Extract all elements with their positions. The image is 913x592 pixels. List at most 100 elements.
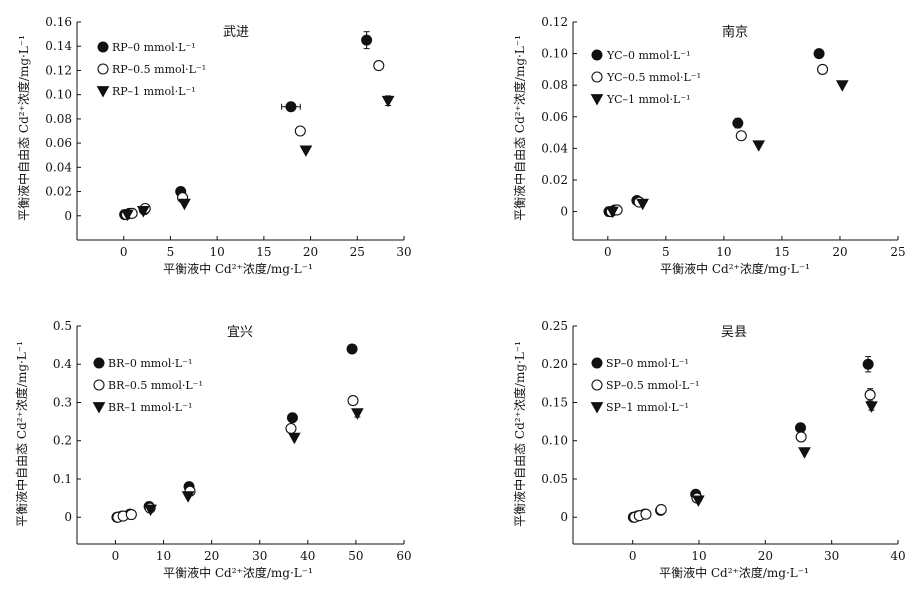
data-point-series-2 bbox=[299, 145, 313, 157]
x-axis-title: 平衡液中 Cd²⁺浓度/mg·L⁻¹ bbox=[659, 565, 809, 580]
y-tick-label: 0.10 bbox=[541, 434, 568, 448]
y-tick-label: 0.14 bbox=[45, 39, 72, 53]
x-tick-label: 0 bbox=[112, 549, 120, 563]
y-tick-label: 0.02 bbox=[541, 173, 568, 187]
data-point-series-2 bbox=[144, 504, 157, 517]
panel-title: 吴县 bbox=[721, 325, 747, 340]
legend-marker-2 bbox=[92, 402, 106, 414]
data-point-series-2 bbox=[288, 432, 301, 445]
data-point-series-0 bbox=[732, 117, 744, 129]
data-point-series-2 bbox=[121, 209, 134, 222]
legend-marker-0 bbox=[591, 357, 603, 369]
y-tick-label: 0.16 bbox=[45, 15, 72, 29]
y-tick-label: 0.1 bbox=[53, 472, 72, 486]
data-point-series-0 bbox=[813, 48, 825, 60]
x-tick-label: 10 bbox=[210, 245, 225, 259]
data-point-series-2 bbox=[351, 408, 364, 420]
y-tick-label: 0 bbox=[64, 209, 72, 223]
y-tick-label: 0.15 bbox=[541, 395, 568, 409]
data-point-series-2 bbox=[381, 95, 395, 108]
legend-marker-0 bbox=[591, 49, 603, 61]
x-tick-label: 15 bbox=[774, 245, 789, 259]
legend-label-1: YC–0.5 mmol·L⁻¹ bbox=[606, 71, 701, 84]
y-tick-label: 0.08 bbox=[541, 78, 568, 92]
y-tick-label: 0 bbox=[560, 205, 568, 219]
x-tick-label: 25 bbox=[350, 245, 365, 259]
x-tick-label: 15 bbox=[256, 245, 271, 259]
y-tick-label: 0.04 bbox=[45, 160, 72, 174]
data-point-series-2 bbox=[178, 198, 191, 211]
data-point-series-1 bbox=[285, 422, 297, 435]
panel-title: 南京 bbox=[722, 24, 748, 40]
legend-marker-1 bbox=[97, 63, 109, 75]
data-point-series-1 bbox=[294, 125, 306, 137]
y-tick-label: 0 bbox=[64, 510, 72, 524]
y-axis-title: 平衡液中自由态 Cd²⁺浓度/mg·L⁻¹ bbox=[14, 341, 29, 527]
data-point-series-0 bbox=[361, 34, 373, 46]
y-axis-title: 平衡液中自由态 Cd²⁺浓度/mg·L⁻¹ bbox=[512, 341, 527, 527]
x-tick-label: 5 bbox=[662, 245, 670, 259]
y-axis-title: 平衡液中自由态 Cd²⁺浓度/mg·L⁻¹ bbox=[512, 35, 527, 221]
x-tick-label: 20 bbox=[832, 245, 847, 259]
y-tick-label: 0.02 bbox=[45, 185, 72, 199]
data-point-series-1 bbox=[864, 389, 876, 401]
legend-marker-1 bbox=[591, 71, 603, 83]
data-point-series-2 bbox=[752, 140, 766, 152]
x-tick-label: 20 bbox=[758, 549, 773, 563]
data-point-series-1 bbox=[640, 508, 652, 520]
legend-label-2: BR–1 mmol·L⁻¹ bbox=[108, 401, 192, 414]
panel-title: 宜兴 bbox=[227, 325, 253, 340]
legend-marker-0 bbox=[93, 357, 105, 369]
x-tick-label: 25 bbox=[890, 245, 905, 259]
y-tick-label: 0.04 bbox=[541, 141, 568, 155]
x-tick-label: 5 bbox=[167, 245, 175, 259]
legend-marker-2 bbox=[590, 94, 604, 106]
y-tick-label: 0.06 bbox=[45, 136, 72, 150]
x-axis-title: 平衡液中 Cd²⁺浓度/mg·L⁻¹ bbox=[660, 261, 810, 276]
x-tick-label: 30 bbox=[396, 245, 411, 259]
data-point-series-0 bbox=[795, 422, 806, 434]
chart-panel-nanjing: 南京 平衡液中 Cd²⁺浓度/mg·L⁻¹ 平衡液中自由态 Cd²⁺浓度/mg·… bbox=[512, 15, 906, 276]
chart-panel-wuxian: 吴县 平衡液中 Cd²⁺浓度/mg·L⁻¹ 平衡液中自由态 Cd²⁺浓度/mg·… bbox=[512, 319, 906, 580]
legend-marker-1 bbox=[591, 379, 603, 391]
x-tick-label: 10 bbox=[716, 245, 731, 259]
x-tick-label: 30 bbox=[252, 549, 267, 563]
data-point-series-2 bbox=[692, 495, 705, 507]
y-tick-label: 0.25 bbox=[541, 319, 568, 333]
x-tick-label: 0 bbox=[120, 245, 128, 259]
x-tick-label: 20 bbox=[204, 549, 219, 563]
x-tick-label: 40 bbox=[890, 549, 905, 563]
data-point-series-1 bbox=[795, 431, 807, 443]
legend-marker-2 bbox=[590, 402, 604, 414]
data-point-series-0 bbox=[286, 412, 298, 424]
y-tick-label: 0.5 bbox=[53, 319, 72, 333]
y-tick-label: 0.12 bbox=[45, 63, 72, 77]
legend-label-0: SP–0 mmol·L⁻¹ bbox=[606, 357, 689, 370]
x-axis-title: 平衡液中 Cd²⁺浓度/mg·L⁻¹ bbox=[163, 261, 313, 276]
x-tick-label: 0 bbox=[604, 245, 612, 259]
data-point-series-1 bbox=[373, 60, 385, 72]
x-tick-label: 40 bbox=[300, 549, 315, 563]
y-tick-label: 0.05 bbox=[541, 472, 568, 486]
y-tick-label: 0.2 bbox=[53, 434, 72, 448]
legend-label-2: SP–1 mmol·L⁻¹ bbox=[606, 401, 689, 414]
legend-label-0: YC–0 mmol·L⁻¹ bbox=[606, 49, 691, 62]
data-point-series-2 bbox=[636, 198, 649, 211]
legend-label-1: BR–0.5 mmol·L⁻¹ bbox=[108, 379, 203, 392]
y-tick-label: 0.3 bbox=[53, 395, 72, 409]
data-point-series-2 bbox=[798, 447, 811, 459]
data-point-series-1 bbox=[817, 63, 829, 75]
data-point-series-2 bbox=[136, 206, 150, 218]
legend-label-1: RP–0.5 mmol·L⁻¹ bbox=[112, 63, 206, 76]
x-axis-title: 平衡液中 Cd²⁺浓度/mg·L⁻¹ bbox=[163, 565, 313, 580]
y-tick-label: 0.08 bbox=[45, 112, 72, 126]
y-axis-title: 平衡液中自由态 Cd²⁺浓度/mg·L⁻¹ bbox=[16, 35, 31, 221]
data-point-series-2 bbox=[835, 80, 849, 92]
data-point-series-1 bbox=[735, 130, 747, 142]
data-point-series-2 bbox=[606, 206, 619, 219]
data-point-series-1 bbox=[655, 504, 667, 516]
x-tick-label: 50 bbox=[348, 549, 363, 563]
data-point-series-2 bbox=[865, 401, 878, 413]
legend-label-1: SP–0.5 mmol·L⁻¹ bbox=[606, 379, 699, 392]
